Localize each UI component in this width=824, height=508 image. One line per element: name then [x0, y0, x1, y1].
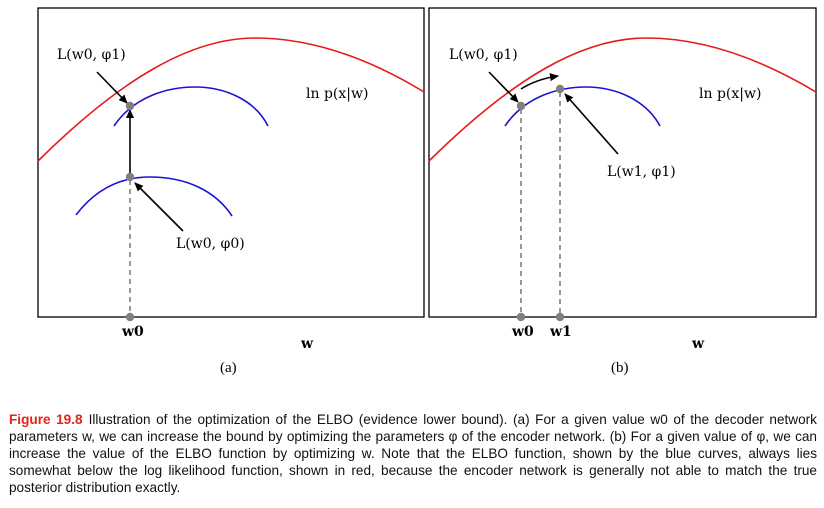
annotation-label: L(w1, φ1)	[607, 164, 676, 180]
tick-label: w1	[549, 324, 572, 340]
elbo-point	[516, 101, 526, 111]
panel-label: (a)	[220, 360, 237, 376]
elbo-curve-phi1	[504, 86, 661, 127]
axis-point	[555, 312, 565, 322]
elbo-point	[125, 101, 135, 111]
tick-label: w0	[121, 324, 144, 340]
figure-caption: Figure 19.8 Illustration of the optimizat…	[9, 411, 817, 496]
axis-point	[125, 312, 135, 322]
panel-a: L(w0, φ1) L(w0, φ0) ln p(x|w) w0 w (a)	[37, 7, 425, 376]
figure-number: Figure 19.8	[9, 412, 83, 427]
annotation-label: L(w0, φ1)	[449, 47, 518, 63]
w-update-arrow	[520, 73, 559, 90]
curve-label: ln p(x|w)	[699, 86, 761, 102]
elbo-point	[555, 84, 565, 94]
panel-a-frame	[37, 7, 425, 318]
elbo-curve-phi0	[75, 176, 233, 217]
axis-label: w	[300, 336, 314, 352]
panel-b: L(w0, φ1) L(w1, φ1) ln p(x|w) w0 w1 w (b…	[428, 7, 817, 376]
label-pointer-arrow	[96, 71, 128, 104]
axis-label: w	[691, 336, 705, 352]
annotation-label: L(w0, φ0)	[176, 236, 245, 252]
elbo-curve-phi1	[113, 86, 269, 127]
curve-label: ln p(x|w)	[306, 86, 368, 102]
label-pointer-arrow	[488, 71, 519, 103]
tick-label: w0	[511, 324, 534, 340]
log-likelihood-curve	[428, 37, 817, 162]
axis-point	[516, 312, 526, 322]
panel-label: (b)	[611, 360, 629, 376]
elbo-point	[125, 172, 135, 182]
annotation-label: L(w0, φ1)	[57, 47, 126, 63]
label-pointer-arrow	[564, 93, 619, 155]
log-likelihood-curve	[37, 37, 425, 162]
panel-b-frame	[428, 7, 817, 318]
caption-text: Illustration of the optimization of the …	[9, 412, 817, 495]
figure-diagram: L(w0, φ1) L(w0, φ0) ln p(x|w) w0 w (a) L…	[37, 7, 817, 376]
label-pointer-arrow	[134, 182, 184, 232]
